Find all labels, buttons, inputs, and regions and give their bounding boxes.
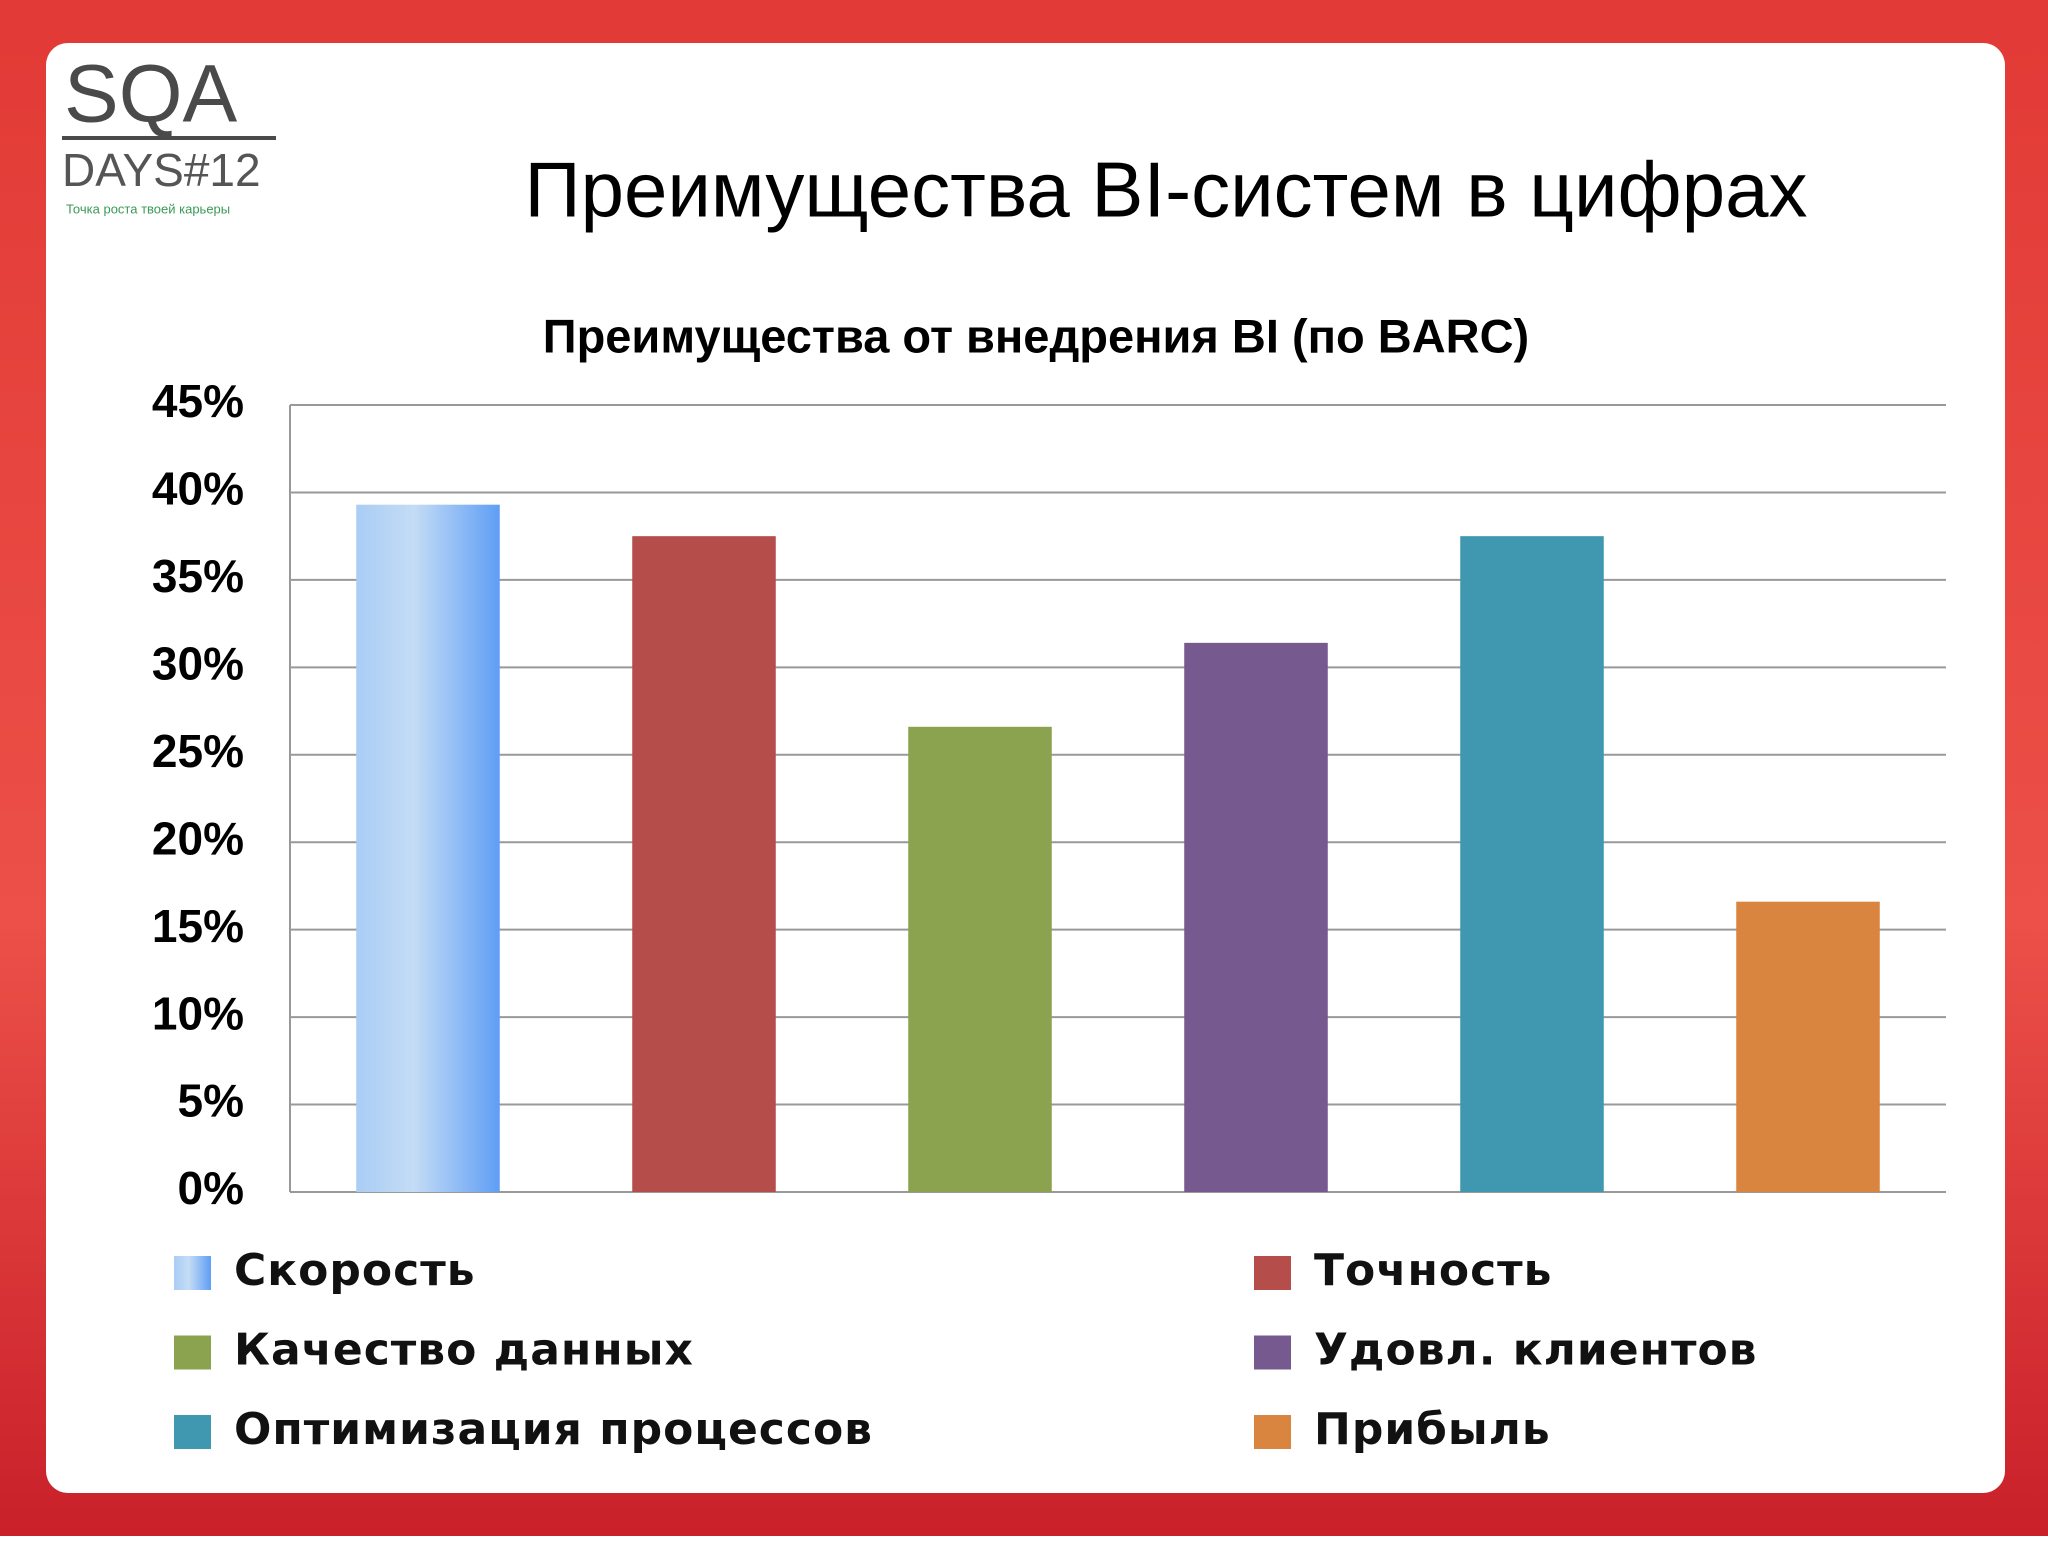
- y-tick-label: 5%: [178, 1075, 244, 1127]
- bar: [1184, 642, 1328, 1192]
- legend-label: Точность: [1314, 1245, 1552, 1296]
- legend-label: Скорость: [234, 1245, 476, 1296]
- logo-name: SQA: [64, 49, 237, 140]
- y-tick-label: 40%: [152, 463, 244, 515]
- legend-swatch: [174, 1256, 211, 1290]
- y-tick-label: 20%: [152, 812, 244, 864]
- legend-swatch: [174, 1415, 211, 1449]
- legend-swatch: [1254, 1415, 1291, 1449]
- legend-swatch: [174, 1335, 211, 1370]
- bar: [632, 536, 776, 1192]
- legend-swatch: [1254, 1335, 1291, 1370]
- bar: [356, 504, 500, 1193]
- chart-title: Преимущества от внедрения BI (по BARC): [543, 309, 1529, 362]
- legend-label: Оптимизация процессов: [234, 1404, 873, 1455]
- legend-label: Удовл. клиентов: [1314, 1325, 1758, 1376]
- logo-edition: DAYS#12: [62, 144, 261, 196]
- y-tick-label: 30%: [152, 637, 244, 689]
- y-tick-label: 10%: [152, 987, 244, 1039]
- y-tick-label: 25%: [152, 725, 244, 777]
- y-tick-label: 0%: [178, 1162, 244, 1214]
- logo-tagline: Точка роста твоей карьеры: [66, 201, 230, 216]
- bar: [1460, 536, 1604, 1192]
- slide-title: Преимущества BI-систем в цифрах: [525, 146, 1808, 234]
- bar: [908, 726, 1052, 1192]
- legend-swatch: [1254, 1256, 1291, 1290]
- y-tick-label: 45%: [152, 375, 244, 427]
- bar: [1736, 901, 1880, 1192]
- legend-label: Прибыль: [1314, 1404, 1551, 1455]
- legend-label: Качество данных: [234, 1325, 694, 1376]
- y-tick-label: 35%: [152, 550, 244, 602]
- y-tick-label: 15%: [152, 900, 244, 952]
